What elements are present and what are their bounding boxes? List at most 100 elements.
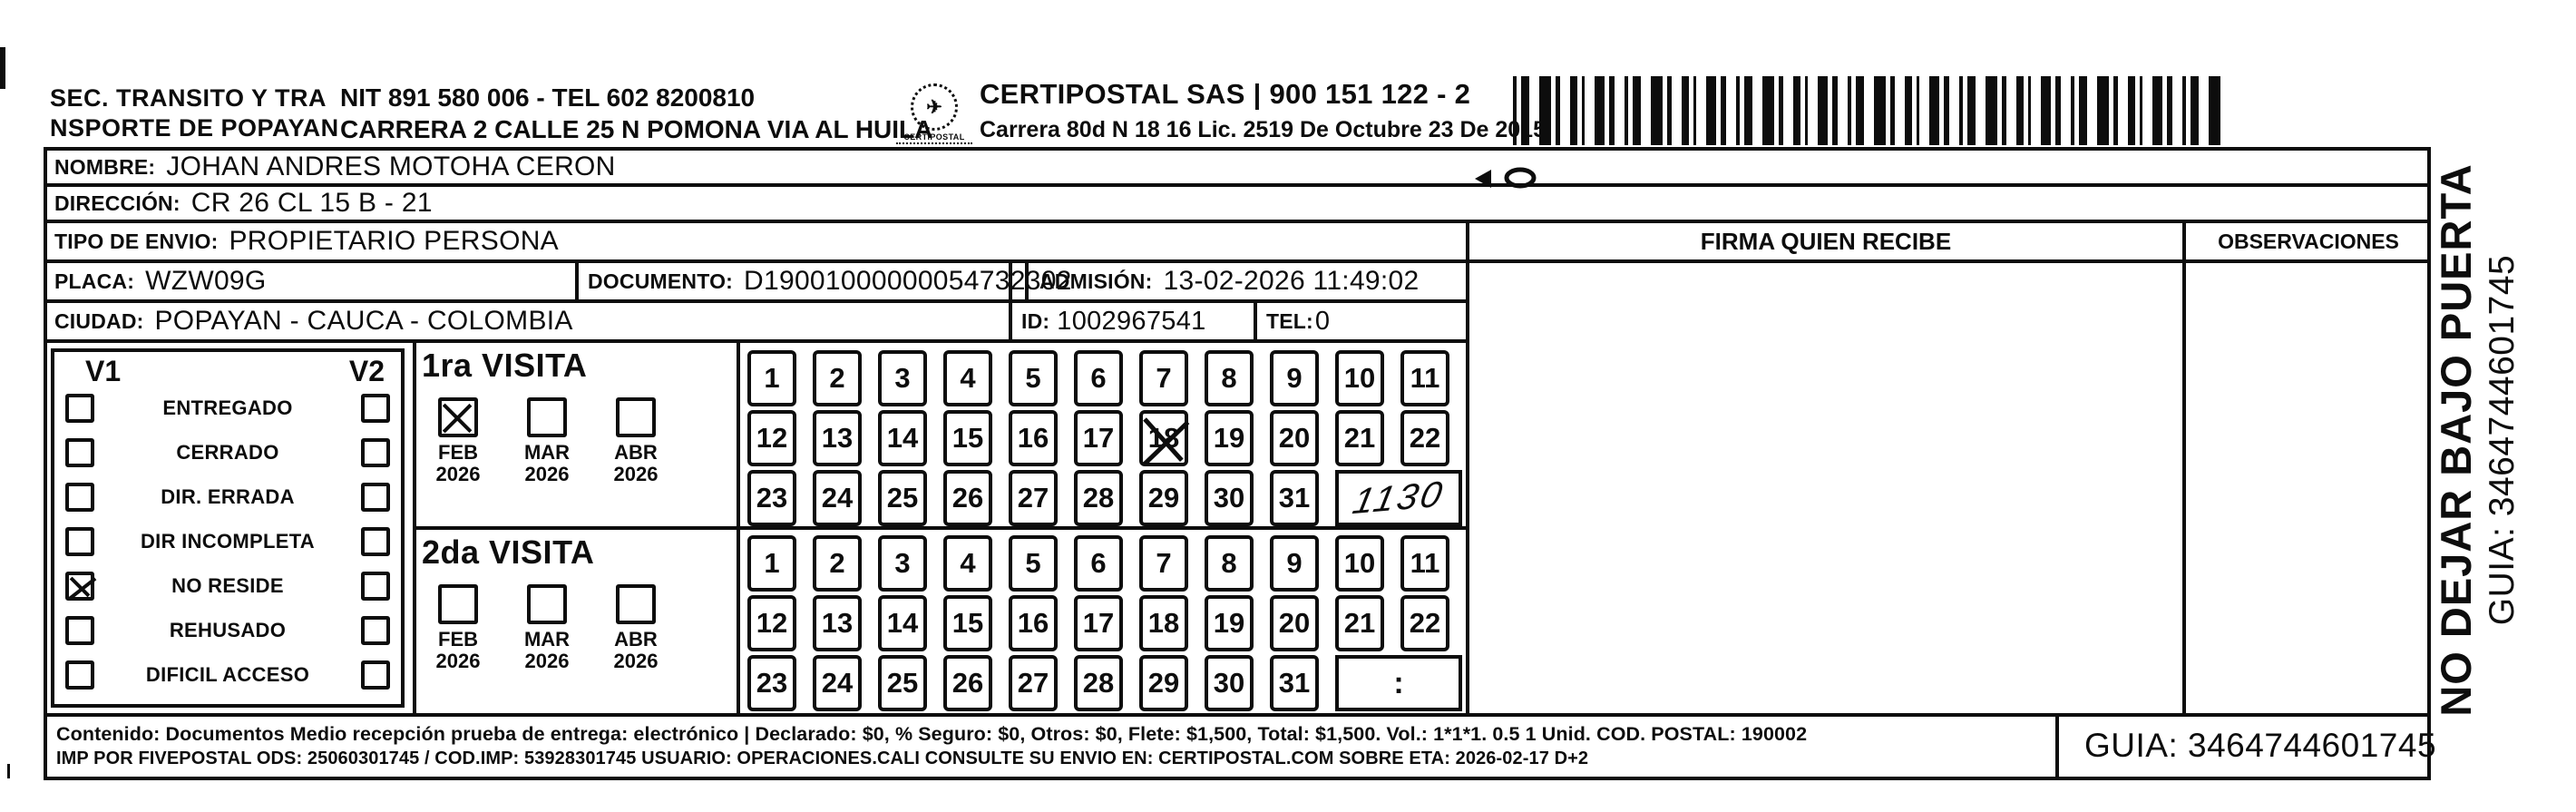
day-cell-2: 2: [813, 535, 862, 592]
day-cell-6: 6: [1074, 350, 1123, 406]
footer-contenido-line: Contenido: Documentos Medio recepción pr…: [56, 722, 1808, 745]
day-cell-26: 26: [943, 470, 992, 526]
firma-signature-area: [1469, 263, 2182, 713]
handwritten-time-box: 1130: [1335, 470, 1462, 526]
day-row: 1 2 3 4 5 6 7 8 9 10 11: [747, 535, 1464, 592]
side-note-warning: NO DEJAR BAJO PUERTA: [2432, 163, 2480, 717]
month-name-label: MAR: [523, 628, 571, 651]
observaciones-area: [2186, 263, 2431, 713]
day-cell-1: 1: [747, 350, 796, 406]
v1-checkbox-dificil-acceso: [65, 660, 94, 690]
nombre-label: NOMBRE:: [54, 154, 156, 179]
table-line: [1009, 303, 1012, 339]
status-row-rehusado: REHUSADO: [65, 608, 390, 652]
side-note: NO DEJAR BAJO PUERTA GUIA: 3464744601745: [2431, 127, 2549, 753]
status-option-label: REHUSADO: [169, 618, 287, 641]
day-cell-24: 24: [813, 655, 862, 711]
id-label: ID:: [1021, 308, 1050, 333]
observaciones-header: OBSERVACIONES: [2218, 229, 2399, 253]
day-cell-1: 1: [747, 535, 796, 592]
month-name-label: FEB: [438, 628, 478, 651]
day-cell-24: 24: [813, 470, 862, 526]
admision-value: 13-02-2026 11:49:02: [1163, 266, 1420, 296]
status-row-cerrado: CERRADO: [65, 431, 390, 475]
form-table-frame: [44, 147, 2431, 780]
day-cell-3: 3: [878, 535, 927, 592]
tipo-envio-label: TIPO DE ENVIO:: [54, 229, 219, 253]
day-cell-12: 12: [747, 595, 796, 651]
day-cell-9: 9: [1270, 350, 1319, 406]
sender-contact-block: NIT 891 580 006 - TEL 602 8200810 CARRER…: [340, 82, 932, 145]
firma-header: FIRMA QUIEN RECIBE: [1700, 227, 1952, 255]
handwritten-time: 1130: [1349, 474, 1449, 522]
day-cell-4: 4: [943, 535, 992, 592]
day-cell-9: 9: [1270, 535, 1319, 592]
id-value: 1002967541: [1057, 306, 1206, 336]
ciudad-label: CIUDAD:: [54, 308, 144, 333]
status-row-dir-errada: DIR. ERRADA: [65, 475, 390, 520]
tel-value: 0: [1314, 306, 1331, 336]
day-cell-10: 10: [1335, 350, 1384, 406]
month-year-label: 2026: [613, 463, 659, 485]
v2-checkbox-cerrado: [361, 438, 390, 468]
day-cell-16: 16: [1009, 595, 1058, 651]
status-row-entregado: ENTREGADO: [65, 386, 390, 431]
visit-2-title: 2da VISITA: [422, 533, 595, 571]
field-tel: TEL: 0: [1259, 303, 1466, 339]
day-cell-21: 21: [1335, 410, 1384, 466]
field-admision: ADMISIÓN: 13-02-2026 11:49:02: [1032, 263, 1464, 299]
day-cell-11: 11: [1400, 350, 1449, 406]
field-direccion: DIRECCIÓN: CR 26 CL 15 B - 21: [47, 187, 1462, 220]
day-cell-18: 18: [1139, 595, 1188, 651]
day-cell-25: 25: [878, 470, 927, 526]
tipo-envio-value: PROPIETARIO PERSONA: [229, 226, 559, 256]
day-cell-17: 17: [1074, 595, 1123, 651]
ciudad-value: POPAYAN - CAUCA - COLOMBIA: [154, 306, 573, 336]
day-cell-15: 15: [943, 595, 992, 651]
day-row: 23 24 25 26 27 28 29 30 31:: [747, 655, 1464, 711]
day-cell-31: 31: [1270, 470, 1319, 526]
day-cell-27: 27: [1009, 470, 1058, 526]
tel-label: TEL:: [1266, 308, 1313, 333]
day-cell-26: 26: [943, 655, 992, 711]
table-line: [1466, 223, 1469, 713]
day-cell-21: 21: [1335, 595, 1384, 651]
day-cell-7: 7: [1139, 350, 1188, 406]
admision-label: ADMISIÓN:: [1039, 269, 1153, 293]
direccion-value: CR 26 CL 15 B - 21: [190, 188, 433, 218]
day-cell-7: 7: [1139, 535, 1188, 592]
table-line: [1254, 303, 1257, 339]
carrier-name: CERTIPOSTAL SAS | 900 151 122 - 2: [980, 78, 1471, 110]
day-cell-11: 11: [1400, 535, 1449, 592]
day-cell-27: 27: [1009, 655, 1058, 711]
scan-edge-mark-bottom: [7, 764, 10, 778]
table-line: [575, 263, 579, 299]
table-line: [2055, 717, 2059, 777]
month-checkbox-feb: [438, 397, 478, 437]
table-line: [47, 339, 1466, 343]
visit-1-day-grid: 1 2 3 4 5 6 7 8 9 10 11 12 13 14 15 16 17 18 19 20 21 22 23 24 2…: [747, 350, 1464, 526]
certipostal-logo-icon: ✈: [911, 83, 958, 131]
day-cell-30: 30: [1205, 470, 1254, 526]
field-nombre: NOMBRE: JOHAN ANDRES MOTOHA CERON: [47, 151, 1462, 183]
table-line: [737, 343, 740, 713]
day-cell-23: 23: [747, 470, 796, 526]
table-line: [47, 299, 1466, 303]
day-cell-15: 15: [943, 410, 992, 466]
certipostal-logo-text: CERTIPOSTAL: [896, 132, 972, 144]
month-item-feb: FEB 2026: [424, 584, 493, 672]
v2-checkbox-dificil-acceso: [361, 660, 390, 690]
footer-details: Contenido: Documentos Medio recepción pr…: [56, 719, 2043, 773]
status-option-label: DIR. ERRADA: [161, 485, 295, 509]
day-cell-14: 14: [878, 595, 927, 651]
visit-2-day-grid: 1 2 3 4 5 6 7 8 9 10 11 12 13 14 15 16 17 18 19 20 21 22 23 24 2…: [747, 535, 1464, 711]
month-year-label: 2026: [524, 650, 570, 672]
table-line: [47, 183, 2427, 187]
day-cell-31: 31: [1270, 655, 1319, 711]
status-row-dir-incompleta: DIR INCOMPLETA: [65, 520, 390, 564]
month-year-label: 2026: [613, 650, 659, 672]
visit-2-section: 2da VISITA FEB 2026 MAR 2026 ABR 2026: [422, 533, 730, 709]
month-item-abr: ABR 2026: [601, 397, 670, 485]
month-year-label: 2026: [435, 463, 481, 485]
field-tipo-envio: TIPO DE ENVIO: PROPIETARIO PERSONA: [47, 223, 1462, 259]
